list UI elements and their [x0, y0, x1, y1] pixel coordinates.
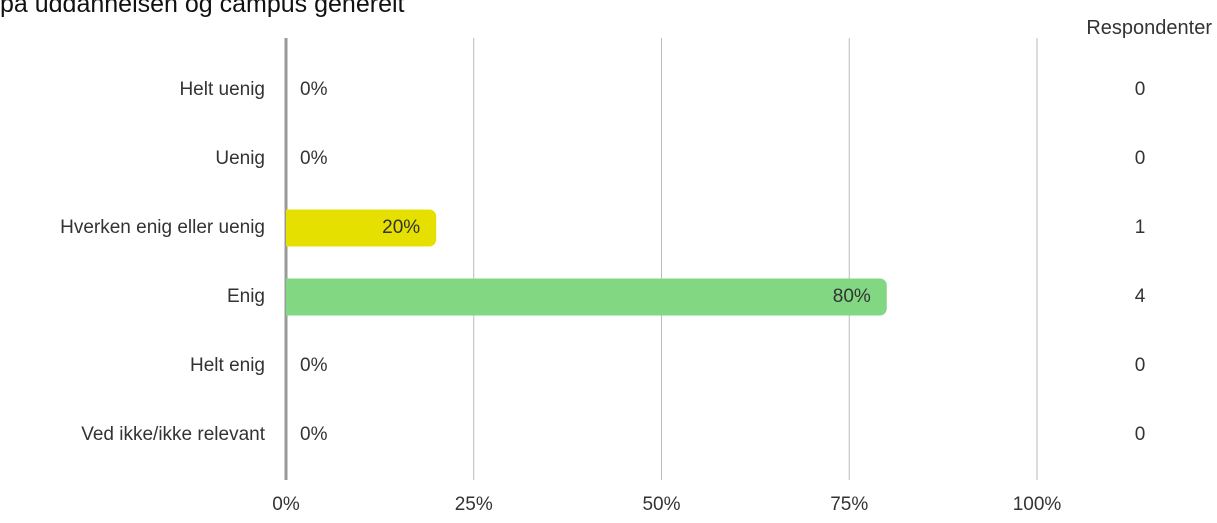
x-tick-label: 25% [455, 494, 493, 515]
category-label: Helt enig [190, 355, 265, 376]
value-label: 0% [300, 424, 328, 445]
value-label: 0% [300, 355, 328, 376]
respondents-count: 1 [1135, 217, 1146, 238]
category-label: Helt uenig [179, 79, 265, 100]
respondents-count: 4 [1135, 286, 1146, 307]
respondents-count: 0 [1135, 148, 1146, 169]
bar-edge-3 [286, 278, 296, 316]
respondents-count: 0 [1135, 424, 1146, 445]
respondents-count: 0 [1135, 79, 1146, 100]
bar-edge-2 [286, 209, 296, 247]
category-label: Ved ikke/ikke relevant [81, 424, 265, 445]
category-label: Enig [227, 286, 265, 307]
x-tick-label: 75% [830, 494, 868, 515]
category-label: Uenig [215, 148, 265, 169]
chart-title: på uddannelsen og campus generelt [0, 0, 405, 18]
value-label: 20% [382, 217, 420, 238]
bars [286, 209, 887, 316]
x-tick-label: 0% [272, 494, 300, 515]
x-tick-label: 50% [642, 494, 680, 515]
bar-3 [286, 278, 887, 316]
x-tick-label: 100% [1013, 494, 1062, 515]
value-label: 80% [833, 286, 871, 307]
respondents-count: 0 [1135, 355, 1146, 376]
respondents-header: Respondenter [1086, 17, 1212, 39]
value-label: 0% [300, 79, 328, 100]
category-label: Hverken enig eller uenig [60, 217, 265, 238]
value-label: 0% [300, 148, 328, 169]
gridlines [284, 38, 1038, 480]
bar-2 [286, 209, 437, 247]
